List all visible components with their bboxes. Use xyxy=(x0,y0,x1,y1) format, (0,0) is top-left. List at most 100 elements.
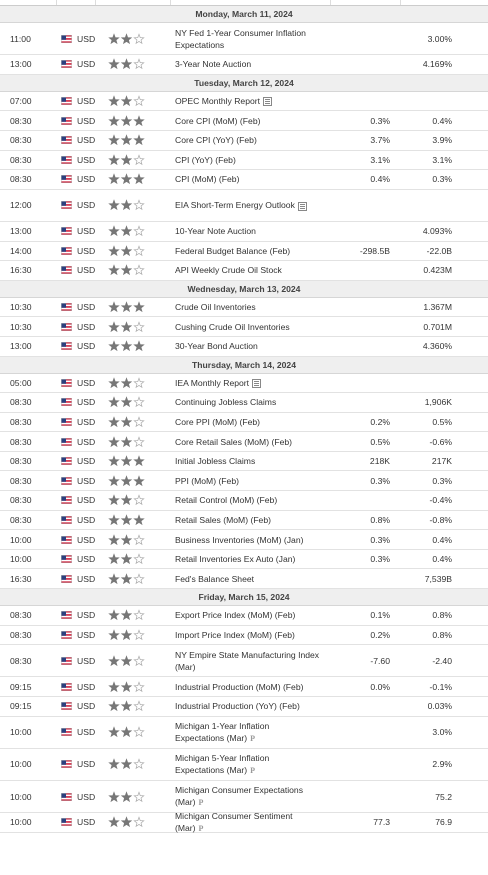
time: 16:30 xyxy=(10,573,32,584)
flag-canton xyxy=(61,555,66,560)
event-cell: NY Fed 1-Year Consumer Inflation Expecta… xyxy=(170,27,330,51)
star xyxy=(120,199,133,211)
time: 09:15 xyxy=(10,701,32,712)
event-cell: Core Retail Sales (MoM) (Feb) xyxy=(170,436,330,448)
currency: USD xyxy=(77,514,96,525)
previous: 0.3% xyxy=(432,475,452,486)
flag-canton xyxy=(61,702,66,708)
importance-cell xyxy=(108,758,170,770)
event-row: 08:30 USD Core Retail Sales (MoM) (Feb) 0.5… xyxy=(0,432,488,452)
currency: USD xyxy=(77,135,96,146)
star xyxy=(108,199,120,211)
importance-cell xyxy=(108,435,170,448)
event-name: PPI (MoM) (Feb) xyxy=(175,475,239,486)
flag-stripe xyxy=(61,496,72,498)
event-row: 10:00 USD Michigan 1-Year Inflation Expect… xyxy=(0,717,488,749)
event-row: 08:30 USD Continuing Jobless Claims 1,906K xyxy=(0,393,488,413)
time: 10:00 xyxy=(10,791,32,802)
day-header: Wednesday, March 13, 2024 xyxy=(0,280,488,298)
flag-canton xyxy=(61,155,66,161)
currency-cell: USD xyxy=(56,759,108,769)
currency-cell: USD xyxy=(56,59,108,69)
currency-cell: USD xyxy=(56,155,108,165)
event-cell: Retail Sales (MoM) (Feb) xyxy=(170,514,330,526)
star xyxy=(133,134,145,146)
flag-stripe xyxy=(61,421,72,423)
flag-stripe xyxy=(61,343,72,346)
flag-stripe xyxy=(61,385,72,387)
event-name: Michigan Consumer Expectations (Mar) xyxy=(175,785,304,808)
time: 08:30 xyxy=(10,655,32,666)
flag-stripe xyxy=(61,178,72,181)
flag-stripe xyxy=(61,309,72,312)
event-row: 16:30 USD Fed's Balance Sheet 7,539B xyxy=(0,569,488,590)
flag-stripe xyxy=(61,732,72,735)
importance-cell xyxy=(108,514,170,526)
flag-stripe xyxy=(61,617,72,620)
importance-stars xyxy=(108,340,145,352)
flag-stripe xyxy=(61,304,72,307)
report-icon xyxy=(252,379,262,389)
flag-border xyxy=(61,760,72,769)
previous: 1,906K xyxy=(424,397,452,408)
event-cell: Import Price Index (MoM) (Feb) xyxy=(170,629,330,641)
star xyxy=(133,533,145,545)
event-cell: Retail Inventories Ex Auto (Jan) xyxy=(170,553,330,565)
previous: 0.3% xyxy=(432,174,452,185)
us-flag xyxy=(61,818,72,827)
flag-stripe xyxy=(61,555,72,557)
importance-stars xyxy=(108,225,145,237)
flag-border xyxy=(61,515,72,524)
currency: USD xyxy=(77,534,96,545)
preliminary-mark: P xyxy=(198,798,204,808)
star xyxy=(120,396,133,408)
flag-stripe xyxy=(61,634,72,636)
time: 10:00 xyxy=(10,727,32,738)
us-flag xyxy=(61,535,72,544)
event-row: 10:00 USD Retail Inventories Ex Auto (Jan)… xyxy=(0,550,488,570)
star xyxy=(133,553,145,565)
star xyxy=(120,114,133,126)
us-flag xyxy=(61,515,72,524)
forecast: -7.60 xyxy=(370,655,390,666)
flag-stripe xyxy=(61,119,72,122)
star xyxy=(108,301,120,313)
star xyxy=(120,553,133,565)
time: 10:00 xyxy=(10,759,32,770)
event-row: 10:00 USD Michigan Consumer Sentiment (Mar… xyxy=(0,811,488,833)
event-row: 10:00 USD Business Inventories (MoM) (Jan)… xyxy=(0,530,488,550)
currency: USD xyxy=(77,436,96,447)
event-row: 08:30 USD Initial Jobless Claims 218K 217K xyxy=(0,452,488,472)
us-flag xyxy=(61,417,72,426)
previous: 0.03% xyxy=(427,701,452,712)
event-name: Core Retail Sales (MoM) (Feb) xyxy=(175,436,292,447)
importance-cell xyxy=(108,553,170,565)
time: 08:30 xyxy=(10,495,32,506)
time: 07:00 xyxy=(10,96,32,107)
previous: 0.8% xyxy=(432,610,452,621)
currency: USD xyxy=(77,200,96,211)
importance-cell xyxy=(108,377,170,389)
importance-cell xyxy=(108,154,170,166)
star xyxy=(108,655,120,666)
previous: 75.2 xyxy=(435,791,452,802)
flag-stripe xyxy=(61,798,72,801)
star xyxy=(108,475,120,486)
currency: USD xyxy=(77,573,96,584)
time: 10:30 xyxy=(10,321,32,332)
star xyxy=(108,700,120,712)
currency: USD xyxy=(77,629,96,640)
flag-stripe xyxy=(61,689,72,691)
importance-stars xyxy=(108,573,145,584)
us-flag xyxy=(61,227,72,236)
importance-cell xyxy=(108,475,170,487)
star xyxy=(133,32,145,44)
event-name: Retail Inventories Ex Auto (Jan) xyxy=(175,554,296,565)
flag-border xyxy=(61,155,72,164)
event-name: Michigan 1-Year Inflation Expectations (… xyxy=(175,720,270,743)
star xyxy=(133,377,145,388)
flag-stripe xyxy=(61,792,72,795)
star xyxy=(120,340,133,352)
flag-canton xyxy=(61,656,66,662)
importance-cell xyxy=(108,573,170,585)
